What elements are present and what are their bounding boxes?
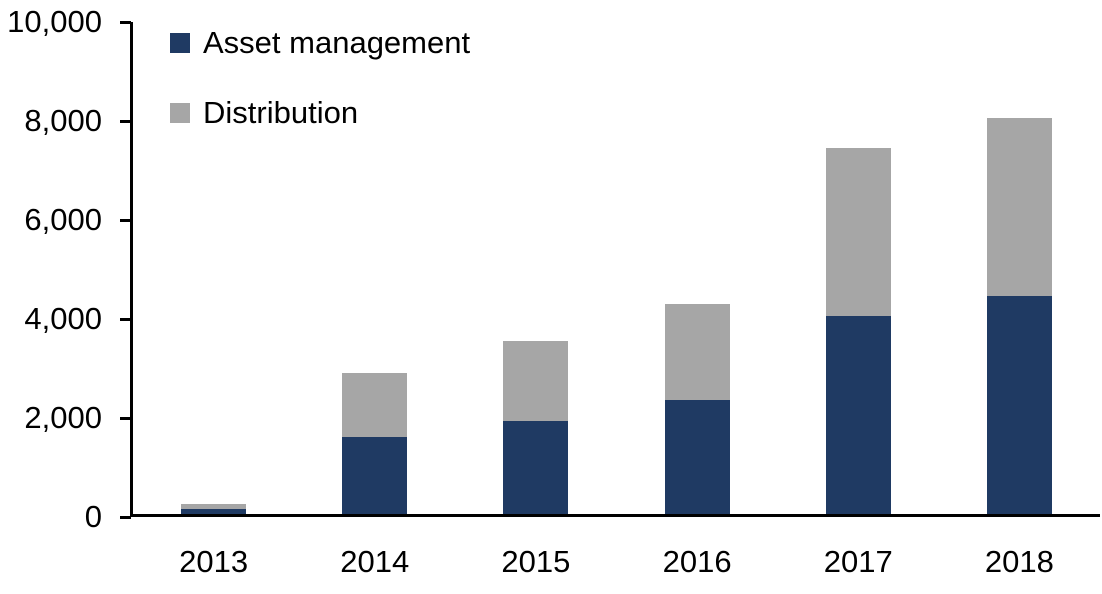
bar-segment-2015-asset-management	[503, 421, 569, 514]
plot-area	[130, 22, 1100, 517]
legend-swatch-distribution	[170, 103, 190, 123]
legend-item-asset-management: Asset management	[170, 24, 470, 62]
bar-segment-2013-asset-management	[181, 509, 247, 514]
y-axis-tick	[120, 218, 131, 222]
x-axis-label-2018: 2018	[984, 544, 1054, 579]
chart-legend: Asset management Distribution	[170, 24, 470, 132]
bar-segment-2013-distribution	[181, 504, 247, 510]
y-axis-label: 2,000	[24, 400, 102, 435]
bar-segment-2018-asset-management	[986, 296, 1052, 514]
y-axis-tick	[120, 119, 131, 123]
bar-segment-2017-asset-management	[825, 316, 891, 514]
x-axis-label-2013: 2013	[179, 544, 249, 579]
y-axis-tick	[120, 416, 131, 420]
y-axis-label: 0	[84, 499, 102, 534]
bar-segment-2017-distribution	[825, 147, 891, 316]
legend-label-asset-management: Asset management	[203, 25, 471, 60]
y-axis-label: 4,000	[24, 301, 102, 336]
y-axis-tick	[120, 515, 131, 519]
y-axis-tick	[120, 20, 131, 24]
y-axis-label: 6,000	[24, 202, 102, 237]
x-axis-label-2017: 2017	[823, 544, 893, 579]
legend-item-distribution: Distribution	[170, 94, 470, 132]
x-axis-label-2016: 2016	[662, 544, 732, 579]
legend-label-distribution: Distribution	[203, 95, 359, 130]
bar-segment-2015-distribution	[503, 340, 569, 422]
bar-segment-2016-distribution	[664, 303, 730, 401]
y-axis-tick	[120, 317, 131, 321]
bar-segment-2016-asset-management	[664, 400, 730, 514]
legend-swatch-asset-management	[170, 33, 190, 53]
y-axis-label: 8,000	[24, 103, 102, 138]
x-axis-label-2014: 2014	[340, 544, 410, 579]
bar-segment-2018-distribution	[986, 118, 1052, 297]
x-axis-label-2015: 2015	[501, 544, 571, 579]
bar-segment-2014-asset-management	[342, 437, 408, 514]
bar-segment-2014-distribution	[342, 372, 408, 438]
y-axis-label: 10,000	[7, 4, 102, 39]
